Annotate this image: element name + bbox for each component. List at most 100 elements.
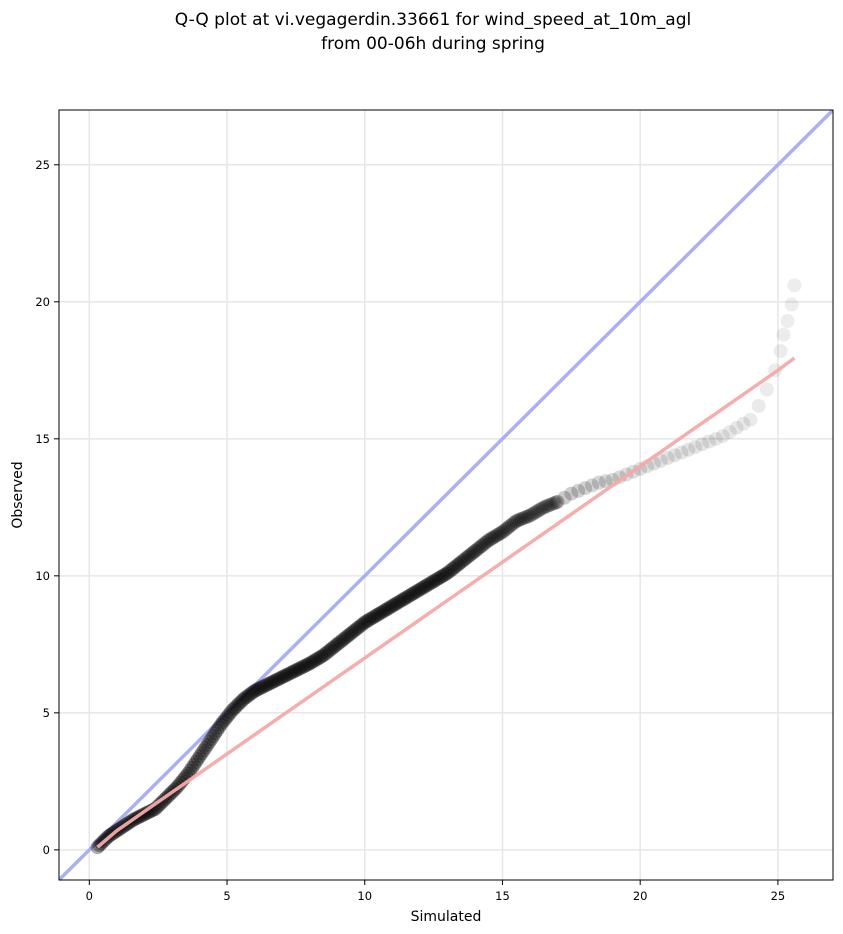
quantile-point — [154, 796, 169, 810]
quantile-point — [751, 398, 766, 413]
quantile-point — [229, 699, 244, 714]
quantile-point — [485, 530, 500, 545]
quantile-point — [399, 590, 414, 605]
quantile-point — [231, 697, 246, 712]
quantile-point — [387, 597, 402, 612]
quantile-point — [402, 588, 417, 603]
quantile-point — [571, 483, 586, 498]
quantile-point — [240, 688, 255, 703]
quantile-point — [466, 545, 481, 560]
quantile-point — [512, 512, 527, 527]
quantile-point — [262, 676, 277, 691]
quantile-point — [331, 636, 346, 651]
quantile-point — [289, 663, 304, 678]
quantile-point — [252, 681, 267, 696]
quantile-point — [329, 637, 344, 652]
quantile-point — [715, 429, 730, 444]
quantile-point — [667, 448, 682, 463]
quantile-point — [743, 412, 758, 427]
quantile-point — [424, 575, 439, 590]
quantile-point — [458, 551, 473, 566]
quantile-point — [140, 805, 155, 820]
quantile-point — [526, 506, 541, 521]
quantile-point — [476, 537, 491, 552]
quantile-point — [374, 605, 388, 620]
quantile-point — [354, 617, 369, 632]
quantile-point — [431, 571, 446, 586]
quantile-point — [291, 662, 306, 677]
quantile-point — [188, 755, 203, 770]
quantile-point — [454, 554, 469, 569]
quantile-point — [451, 557, 466, 572]
quantile-point — [483, 531, 498, 546]
quantile-point — [345, 625, 360, 640]
quantile-point — [784, 297, 799, 312]
quantile-point — [445, 562, 460, 577]
quantile-point — [235, 693, 250, 708]
fit-line — [96, 356, 796, 849]
quantile-point — [472, 540, 487, 555]
quantile-point — [248, 683, 263, 698]
quantile-point — [152, 797, 167, 812]
x-tick-label: 15 — [495, 889, 510, 903]
quantile-point — [302, 656, 317, 671]
quantile-point — [499, 521, 514, 536]
quantile-point — [491, 527, 506, 542]
quantile-point — [557, 490, 572, 505]
quantile-point — [266, 674, 281, 689]
quantile-point — [408, 585, 423, 599]
quantile-point — [397, 591, 412, 606]
quantile-point — [481, 533, 496, 548]
quantile-point — [208, 726, 223, 741]
quantile-point — [368, 609, 383, 624]
quantile-point — [545, 496, 560, 511]
y-tick-label: 20 — [35, 295, 50, 309]
quantile-point — [406, 586, 421, 601]
quantile-point — [327, 639, 342, 654]
chart-title-line-2: from 00-06h during spring — [321, 34, 545, 54]
quantile-point — [429, 572, 444, 587]
quantile-point — [674, 445, 689, 460]
quantile-point — [196, 743, 211, 758]
quantile-point — [269, 672, 284, 687]
quantile-point — [541, 498, 556, 513]
quantile-point — [237, 691, 252, 706]
quantile-point — [227, 701, 242, 716]
quantile-points — [90, 278, 802, 855]
quantile-point — [722, 424, 737, 439]
quantile-point — [518, 510, 533, 525]
quantile-point — [366, 610, 381, 625]
y-tick-label: 15 — [35, 432, 50, 446]
quantile-point — [298, 658, 313, 673]
quantile-point — [549, 495, 564, 510]
quantile-point — [487, 529, 502, 544]
quantile-point — [660, 451, 675, 466]
x-tick-label: 25 — [771, 889, 786, 903]
chart-title-line-1: Q-Q plot at vi.vegagerdin.33661 for wind… — [175, 10, 691, 30]
quantile-point — [264, 675, 279, 690]
quantile-point — [194, 746, 209, 761]
grid — [59, 110, 833, 880]
quantile-point — [219, 710, 234, 725]
x-tick-label: 0 — [86, 889, 93, 903]
quantile-point — [460, 549, 475, 564]
quantile-point — [325, 640, 340, 655]
quantile-point — [507, 515, 522, 530]
quantile-point — [441, 565, 456, 580]
y-tick-label: 25 — [35, 158, 50, 172]
quantile-point — [612, 470, 627, 485]
quantile-point — [323, 642, 338, 657]
quantile-point — [321, 643, 336, 658]
quantile-point — [316, 648, 331, 663]
quantile-point — [375, 604, 390, 619]
x-tick-label: 10 — [357, 889, 372, 903]
quantile-point — [258, 678, 273, 693]
quantile-point — [239, 690, 254, 705]
quantile-point — [273, 670, 288, 685]
quantile-point — [333, 634, 348, 649]
quantile-point — [416, 580, 431, 595]
quantile-point — [688, 440, 703, 455]
quantile-point — [410, 583, 425, 598]
quantile-point — [584, 478, 599, 493]
